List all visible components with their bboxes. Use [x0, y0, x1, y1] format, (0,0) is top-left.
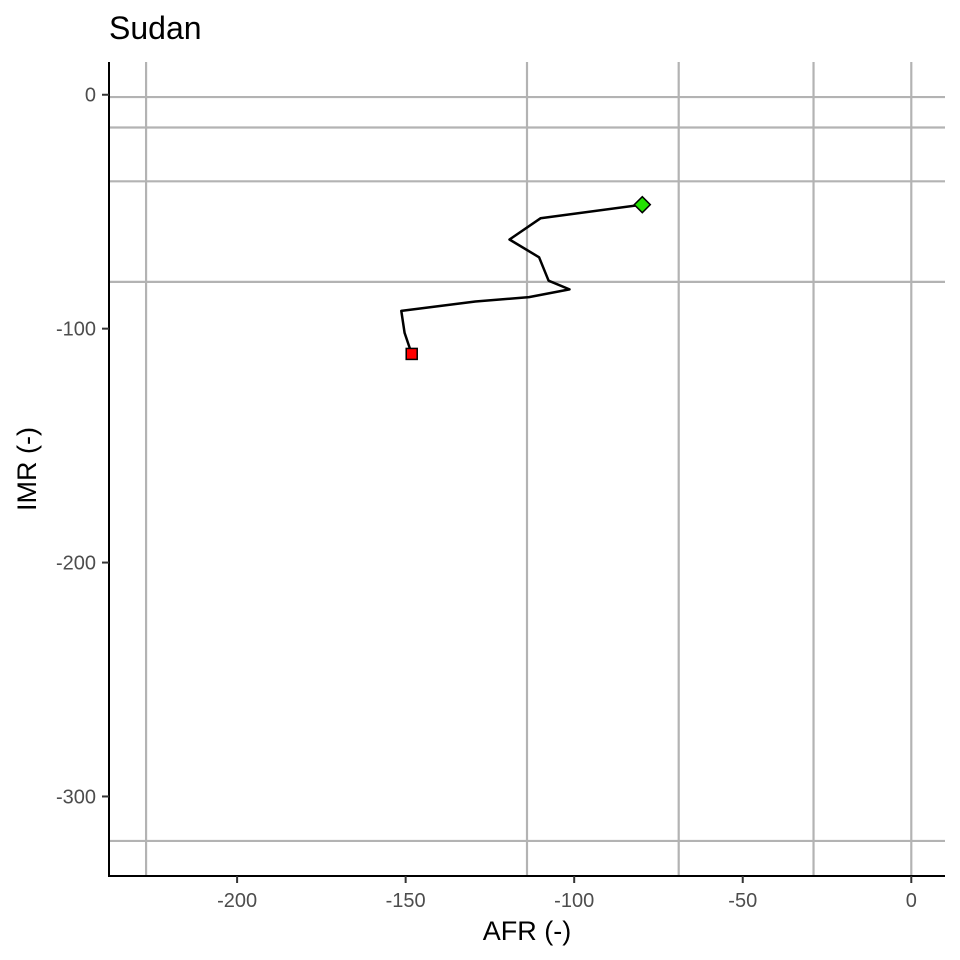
x-tick-label: -50: [728, 890, 757, 912]
y-tick-label: -200: [56, 553, 96, 575]
marker-layer: [405, 195, 652, 361]
x-tick-label: -100: [554, 890, 594, 912]
reference-lines: [109, 62, 945, 876]
x-tick-label: -200: [217, 890, 257, 912]
y-tick-label: -300: [56, 786, 96, 808]
start-marker: [633, 195, 652, 214]
x-ticks: -200 -150 -100 -50 0: [217, 876, 917, 912]
x-tick-label: 0: [906, 890, 917, 912]
y-ticks: 0 -100 -200 -300: [56, 85, 109, 808]
x-axis-title: AFR (-): [483, 916, 571, 946]
y-tick-label: -100: [56, 319, 96, 341]
series-line-trajectory: [400, 203, 643, 355]
x-tick-label: -150: [386, 890, 426, 912]
axes: [108, 62, 945, 877]
series-layer: [400, 203, 643, 355]
y-tick-label: 0: [85, 85, 96, 107]
y-axis-title: IMR (-): [12, 427, 42, 511]
end-marker: [405, 347, 418, 361]
chart-title: Sudan: [109, 10, 202, 46]
